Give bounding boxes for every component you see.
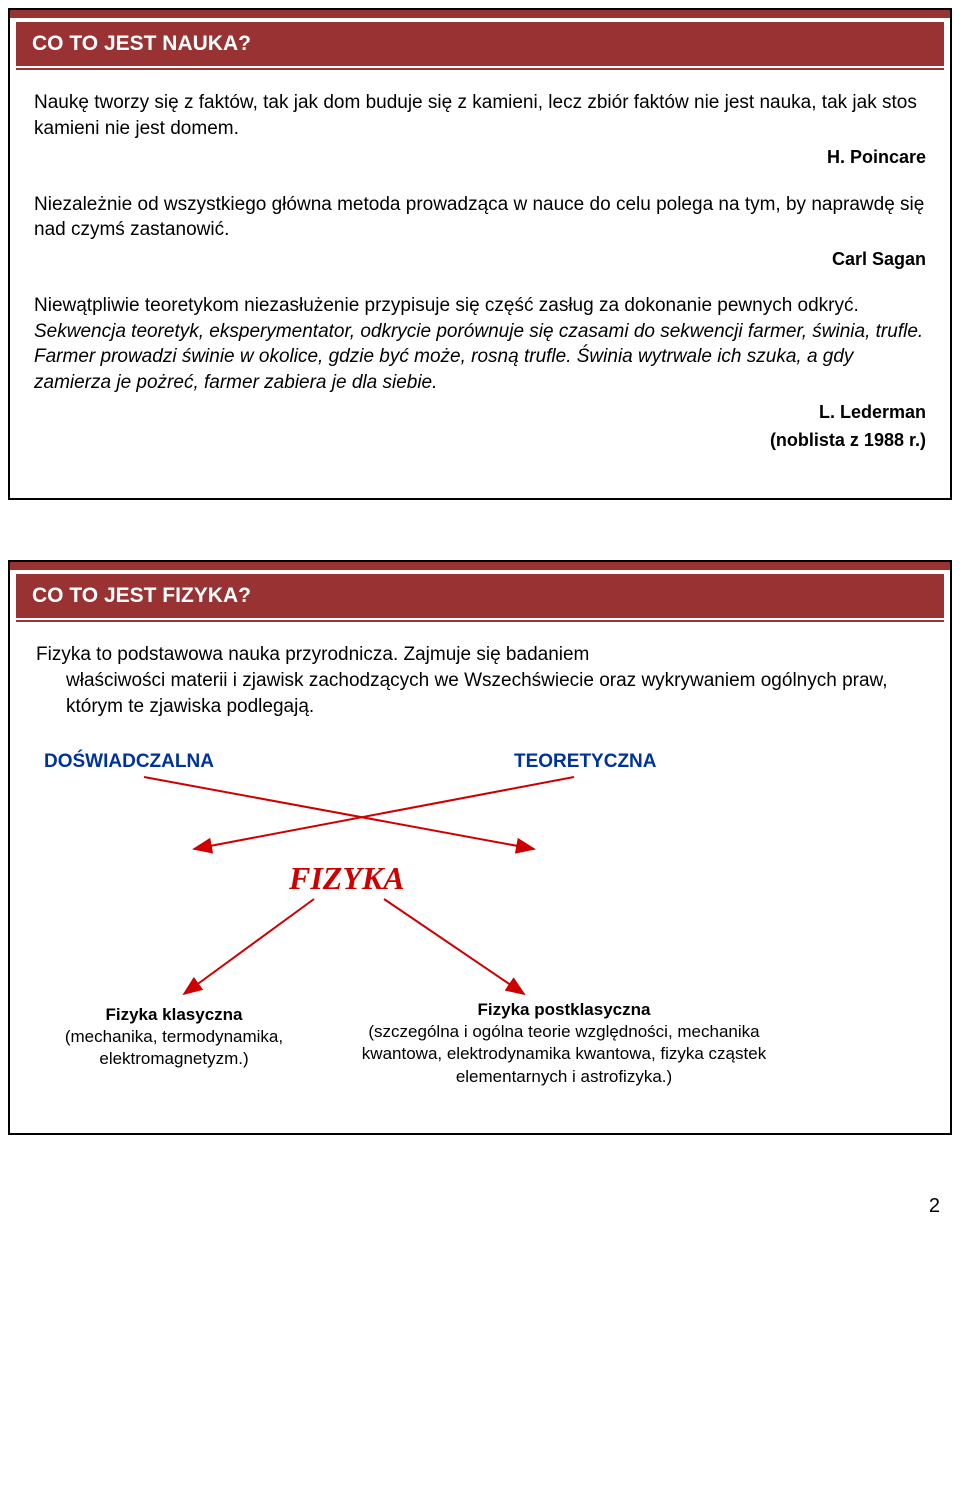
slide-2: CO TO JEST FIZYKA? Fizyka to podstawowa … bbox=[8, 560, 952, 1135]
diagram: DOŚWIADCZALNA TEORETYCZNA FIZYKA Fizyka … bbox=[34, 749, 926, 1109]
slide-title: CO TO JEST NAUKA? bbox=[16, 22, 944, 66]
slide-title: CO TO JEST FIZYKA? bbox=[16, 574, 944, 618]
block-klasyczna: Fizyka klasyczna (mechanika, termodynami… bbox=[34, 1004, 314, 1070]
quote-text: Naukę tworzy się z faktów, tak jak dom b… bbox=[34, 90, 926, 141]
quote-text: Niezależnie od wszystkiego główna metoda… bbox=[34, 192, 926, 243]
quote-text: Niewątpliwie teoretykom niezasłużenie pr… bbox=[34, 295, 859, 316]
quote-attribution: Carl Sagan bbox=[34, 247, 926, 271]
page-number: 2 bbox=[0, 1195, 960, 1228]
quote-italic: Sekwencja teoretyk, eksperymentator, odk… bbox=[34, 321, 923, 393]
postklasyczna-title: Fizyka postklasyczna bbox=[354, 999, 774, 1021]
top-stripe bbox=[10, 562, 950, 570]
quote-attribution-line1: L. Lederman bbox=[34, 400, 926, 424]
quote-block-2: Niezależnie od wszystkiego główna metoda… bbox=[34, 192, 926, 272]
slide-1: CO TO JEST NAUKA? Naukę tworzy się z fak… bbox=[8, 8, 952, 500]
klasyczna-sub: (mechanika, termodynamika, elektromagnet… bbox=[34, 1026, 314, 1070]
klasyczna-title: Fizyka klasyczna bbox=[34, 1004, 314, 1026]
quote-attribution: H. Poincare bbox=[34, 145, 926, 169]
slide-body: Fizyka to podstawowa nauka przyrodnicza.… bbox=[10, 622, 950, 1133]
intro-paragraph: Fizyka to podstawowa nauka przyrodnicza.… bbox=[34, 642, 926, 719]
intro-line1: Fizyka to podstawowa nauka przyrodnicza.… bbox=[36, 644, 589, 665]
block-postklasyczna: Fizyka postklasyczna (szczególna i ogóln… bbox=[354, 999, 774, 1087]
postklasyczna-sub: (szczególna i ogólna teorie względności,… bbox=[354, 1021, 774, 1087]
label-fizyka-center: FIZYKA bbox=[289, 857, 405, 900]
slide-body: Naukę tworzy się z faktów, tak jak dom b… bbox=[10, 70, 950, 498]
top-stripe bbox=[10, 10, 950, 18]
quote-attribution-line2: (noblista z 1988 r.) bbox=[34, 428, 926, 452]
quote-block-1: Naukę tworzy się z faktów, tak jak dom b… bbox=[34, 90, 926, 170]
quote-block-3: Niewątpliwie teoretykom niezasłużenie pr… bbox=[34, 293, 926, 452]
intro-line2: właściwości materii i zjawisk zachodzący… bbox=[36, 668, 926, 719]
